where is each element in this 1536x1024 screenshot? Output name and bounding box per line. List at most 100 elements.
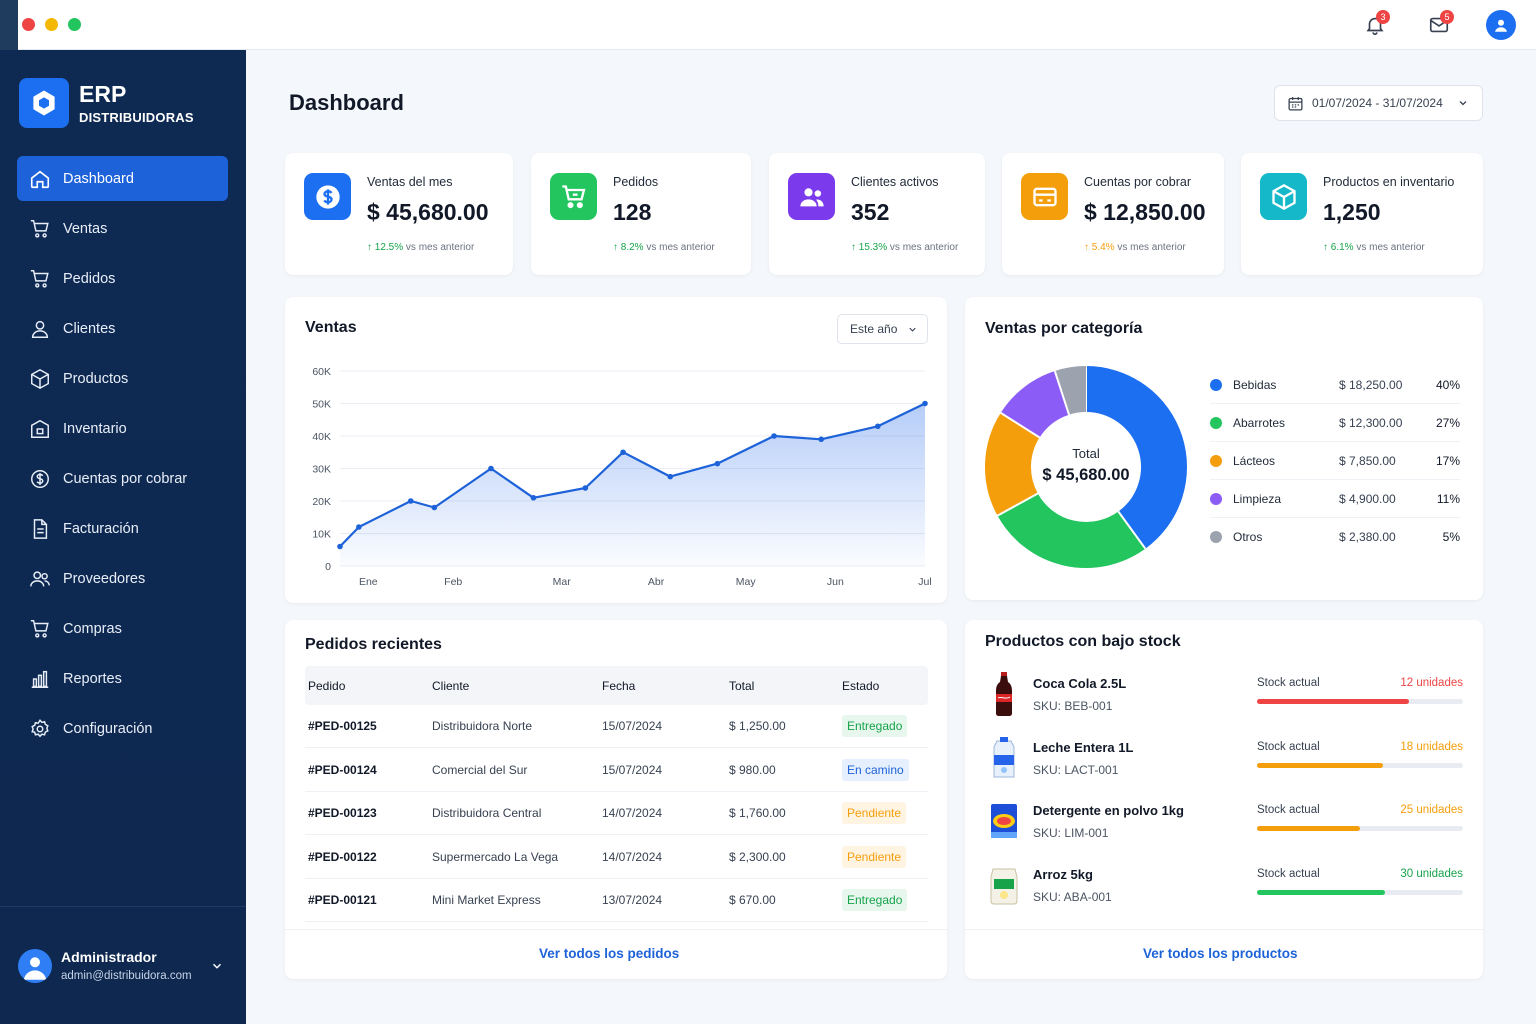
donut-slice-lácteos[interactable] <box>985 412 1041 516</box>
sidebar-item-pedidos[interactable]: Pedidos <box>17 256 228 301</box>
kpi-trend: ↑ 8.2% vs mes anterior <box>613 242 715 253</box>
sidebar-item-label: Pedidos <box>63 270 116 287</box>
kpi-card-pedidos[interactable]: Pedidos 128 ↑ 8.2% vs mes anterior <box>531 153 751 275</box>
cart-icon <box>30 269 49 288</box>
messages-button[interactable]: 5 <box>1422 8 1456 42</box>
x-tick-label: Jun <box>827 576 844 588</box>
period-select[interactable]: Este año <box>837 314 928 344</box>
x-tick-label: Ene <box>359 576 378 588</box>
kpi-card-ventas-del-mes[interactable]: Ventas del mes $ 45,680.00 ↑ 12.5% vs me… <box>285 153 513 275</box>
stock-units: 18 unidades <box>1400 741 1463 753</box>
sidebar-item-configuracion[interactable]: Configuración <box>17 706 228 751</box>
column-header[interactable]: Estado <box>842 678 880 693</box>
date-range-picker[interactable]: 01/07/2024 - 31/07/2024 <box>1274 85 1483 121</box>
order-total: $ 1,250.00 <box>729 719 786 733</box>
legend-name: Limpieza <box>1233 491 1282 506</box>
view-all-orders-link[interactable]: Ver todos los pedidos <box>539 946 680 961</box>
data-point[interactable] <box>714 460 721 467</box>
sidebar-item-label: Compras <box>63 620 122 637</box>
brand-subtitle: DISTRIBUIDORAS <box>79 109 194 125</box>
donut-slice-limpieza[interactable] <box>1000 370 1070 439</box>
table-row[interactable]: #PED-00121 Mini Market Express 13/07/202… <box>305 879 928 922</box>
maximize-window-button[interactable] <box>68 18 81 31</box>
users-icon <box>30 570 50 586</box>
low-stock-item[interactable]: Arroz 5kg SKU: ABA-001 Stock actual 30 u… <box>985 863 1463 926</box>
column-header[interactable]: Pedido <box>308 678 346 693</box>
status-badge: Pendiente <box>842 802 907 824</box>
sidebar-item-compras[interactable]: Compras <box>17 606 228 651</box>
kpi-card-cuentas-por-cobrar[interactable]: Cuentas por cobrar $ 12,850.00 ↑ 5.4% vs… <box>1002 153 1224 275</box>
column-header[interactable]: Fecha <box>602 678 636 693</box>
brand[interactable]: ERP DISTRIBUIDORAS <box>19 78 194 128</box>
data-point[interactable] <box>667 473 674 480</box>
box-icon <box>1260 173 1307 220</box>
sidebar-item-dashboard[interactable]: Dashboard <box>17 156 228 201</box>
column-header[interactable]: Cliente <box>432 678 470 693</box>
low-stock-item[interactable]: Coca Cola 2.5L SKU: BEB-001 Stock actual… <box>985 672 1463 735</box>
sidebar-item-label: Configuración <box>63 720 153 737</box>
order-client: Supermercado La Vega <box>432 850 559 864</box>
x-tick-label: Mar <box>553 576 572 588</box>
low-stock-item[interactable]: Leche Entera 1L SKU: LACT-001 Stock actu… <box>985 736 1463 799</box>
data-point[interactable] <box>771 433 777 439</box>
sidebar-item-label: Proveedores <box>63 570 146 587</box>
sidebar-item-inventario[interactable]: Inventario <box>17 406 228 451</box>
y-tick-label: 40K <box>312 431 331 443</box>
data-point[interactable] <box>582 485 589 491</box>
table-row[interactable]: #PED-00125 Distribuidora Norte 15/07/202… <box>305 705 928 748</box>
data-point[interactable] <box>337 543 343 550</box>
product-sku: SKU: LACT-001 <box>1033 763 1119 777</box>
data-point[interactable] <box>620 449 626 456</box>
data-point[interactable] <box>488 465 494 472</box>
order-client: Mini Market Express <box>432 893 541 907</box>
view-all-products-link[interactable]: Ver todos los productos <box>1143 946 1298 961</box>
product-sku: SKU: ABA-001 <box>1033 890 1112 904</box>
box-icon <box>31 368 49 389</box>
table-row[interactable]: #PED-00123 Distribuidora Central 14/07/2… <box>305 792 928 835</box>
y-tick-label: 10K <box>312 529 331 541</box>
donut-slice-otros[interactable] <box>1054 366 1087 415</box>
stock-units: 12 unidades <box>1400 677 1463 689</box>
sidebar-item-label: Inventario <box>63 420 127 437</box>
data-point[interactable] <box>818 436 825 443</box>
sidebar-item-ventas[interactable]: Ventas <box>17 206 228 251</box>
kpi-card-productos-en-inventario[interactable]: Productos en inventario 1,250 ↑ 6.1% vs … <box>1241 153 1483 275</box>
data-point[interactable] <box>922 400 928 407</box>
user-profile-menu[interactable]: Administrador admin@distribuidora.com <box>0 906 246 1024</box>
legend-name: Otros <box>1233 530 1263 544</box>
notifications-button[interactable]: 3 <box>1358 8 1392 42</box>
kpi-label: Clientes activos <box>851 175 939 189</box>
close-window-button[interactable] <box>22 18 35 31</box>
column-header[interactable]: Total <box>729 678 755 693</box>
table-row[interactable]: #PED-00122 Supermercado La Vega 14/07/20… <box>305 836 928 879</box>
donut-slice-bebidas[interactable] <box>1085 366 1187 549</box>
data-point[interactable] <box>356 524 362 530</box>
low-stock-item[interactable]: Detergente en polvo 1kg SKU: LIM-001 Sto… <box>985 799 1463 862</box>
kpi-trend: ↑ 5.4% vs mes anterior <box>1084 242 1186 253</box>
profile-avatar-button[interactable] <box>1486 10 1516 40</box>
users-icon <box>788 173 835 220</box>
sidebar-item-proveedores[interactable]: Proveedores <box>17 556 228 601</box>
user-email: admin@distribuidora.com <box>61 970 192 982</box>
minimize-window-button[interactable] <box>45 18 58 31</box>
x-tick-label: Feb <box>444 576 462 588</box>
table-row[interactable]: #PED-00124 Comercial del Sur 15/07/2024 … <box>305 749 928 792</box>
stock-bar-fill <box>1257 763 1383 768</box>
product-name: Leche Entera 1L <box>1033 740 1134 755</box>
sidebar-item-clientes[interactable]: Clientes <box>17 306 228 351</box>
low-stock-title: Productos con bajo stock <box>985 633 1181 650</box>
sidebar-item-facturacion[interactable]: Facturación <box>17 506 228 551</box>
sidebar-item-reportes[interactable]: Reportes <box>17 656 228 701</box>
data-point[interactable] <box>530 494 537 501</box>
data-point[interactable] <box>875 423 881 430</box>
kpi-card-clientes-activos[interactable]: Clientes activos 352 ↑ 15.3% vs mes ante… <box>769 153 985 275</box>
product-name: Detergente en polvo 1kg <box>1033 803 1184 818</box>
sidebar-item-cuentas-por-cobrar[interactable]: Cuentas por cobrar <box>17 456 228 501</box>
data-point[interactable] <box>407 498 414 504</box>
chevron-down-icon[interactable] <box>210 959 224 973</box>
donut-slice-abarrotes[interactable] <box>997 492 1146 568</box>
rice-bag-image <box>985 863 1023 907</box>
data-point[interactable] <box>431 504 438 511</box>
dollar-icon <box>304 173 351 220</box>
sidebar-item-productos[interactable]: Productos <box>17 356 228 401</box>
